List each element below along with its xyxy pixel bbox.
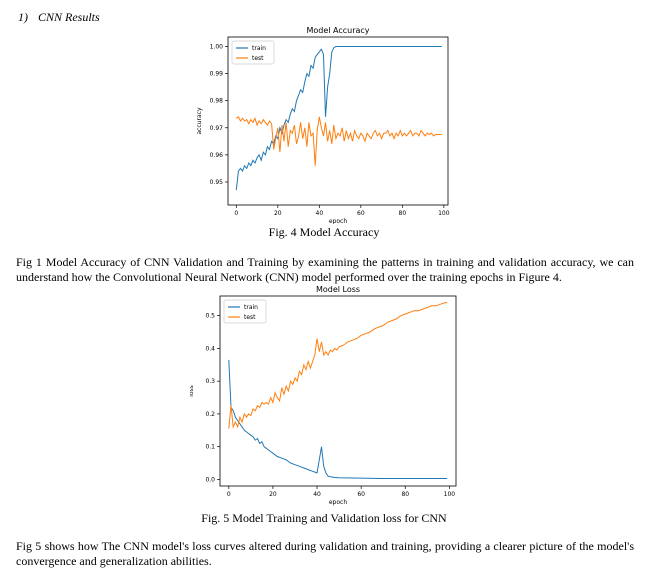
accuracy-xtick-label: 0 — [234, 210, 238, 217]
accuracy-xlabel: epoch — [329, 218, 347, 224]
accuracy-xtick-label: 20 — [274, 210, 282, 217]
loss-ylabel: loss — [190, 385, 195, 397]
loss-xlabel: epoch — [329, 499, 347, 506]
loss-xtick-label: 80 — [401, 491, 409, 498]
loss-ytick-label: 0.0 — [205, 476, 215, 483]
loss-legend-label-test: test — [244, 314, 256, 321]
accuracy-svg: Model Accuracy 0 20 40 60 80 100 0.95 0.96 0.97 0.… — [196, 26, 450, 224]
section-number: 1) — [18, 10, 28, 24]
accuracy-figure: Model Accuracy 0 20 40 60 80 100 0.95 0.96 0.97 0.… — [190, 26, 458, 224]
loss-xtick-label: 60 — [357, 491, 365, 498]
section-title: CNN Results — [38, 10, 100, 24]
paragraph-1: Fig 1 Model Accuracy of CNN Validation a… — [16, 255, 634, 284]
accuracy-ytick-label: 0.95 — [210, 179, 224, 186]
accuracy-xtick-label: 40 — [316, 210, 324, 217]
figure-4-caption: Fig. 4 Model Accuracy — [268, 225, 380, 239]
accuracy-legend-label-train: train — [252, 45, 266, 52]
accuracy-ytick-label: 0.99 — [210, 71, 224, 78]
loss-svg: Model Loss 0 20 40 60 80 100 0.0 0.1 0.2 0.3 0.4 0.5… — [190, 285, 457, 506]
accuracy-legend-label-test: test — [252, 55, 264, 62]
loss-legend-label-train: train — [244, 304, 258, 311]
paragraph-2: Fig 5 shows how The CNN model's loss cur… — [16, 539, 634, 568]
figure-5-caption: Fig. 5 Model Training and Validation los… — [201, 511, 447, 525]
loss-xtick-label: 100 — [444, 491, 456, 498]
loss-series-test-line — [228, 302, 448, 429]
loss-ytick-label: 0.4 — [205, 345, 215, 352]
loss-series-train-line — [228, 359, 448, 479]
loss-ytick-label: 0.1 — [205, 444, 215, 451]
loss-ytick-label: 0.5 — [205, 313, 215, 320]
accuracy-title: Model Accuracy — [306, 26, 369, 35]
accuracy-xtick-label: 80 — [399, 210, 407, 217]
loss-title: Model Loss — [316, 285, 360, 294]
loss-ytick-label: 0.3 — [205, 378, 215, 385]
accuracy-ytick-label: 1.00 — [210, 43, 224, 50]
loss-xtick-label: 0 — [227, 491, 231, 498]
accuracy-xtick-label: 60 — [357, 210, 365, 217]
loss-xtick-label: 40 — [313, 491, 321, 498]
accuracy-ylabel: accuracy — [196, 107, 203, 135]
loss-axes-frame — [219, 295, 457, 487]
accuracy-series-test-line — [236, 116, 442, 166]
loss-ytick-label: 0.2 — [205, 411, 215, 418]
accuracy-series-train-line — [235, 46, 442, 191]
accuracy-axes-frame — [227, 36, 449, 206]
loss-figure: Model Loss 0 20 40 60 80 100 0.0 0.1 0.2 0.3 0.4 0.5… — [190, 284, 458, 510]
accuracy-ytick-label: 0.98 — [210, 98, 224, 105]
loss-xtick-label: 20 — [269, 491, 277, 498]
section-heading: 1) CNN Results — [18, 10, 100, 25]
accuracy-ytick-label: 0.96 — [210, 152, 224, 159]
accuracy-xtick-label: 100 — [438, 210, 450, 217]
accuracy-ytick-label: 0.97 — [210, 125, 224, 132]
